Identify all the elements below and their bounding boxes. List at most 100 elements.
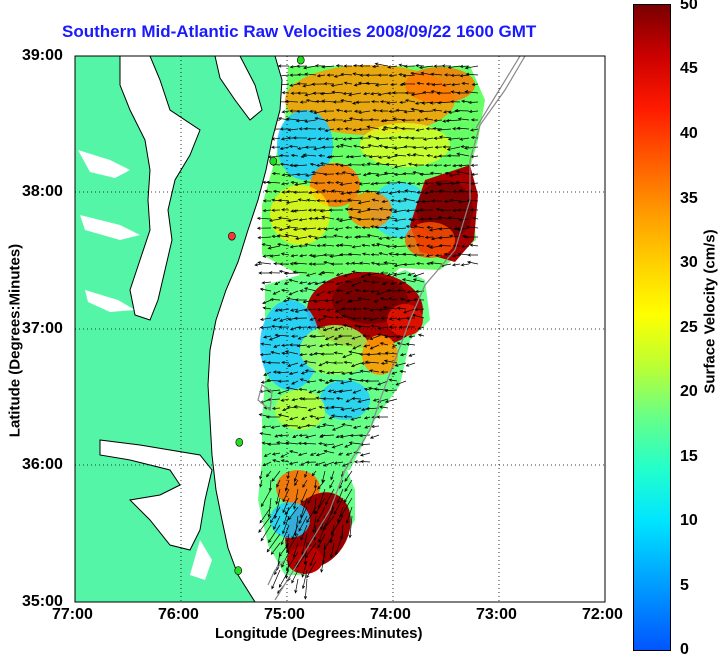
velocity-arrow: [384, 388, 398, 393]
velocity-arrow: [317, 127, 325, 131]
velocity-arrow: [321, 65, 335, 69]
velocity-arrow: [464, 146, 479, 150]
velocity-arrow: [292, 434, 299, 438]
velocity-arrow: [259, 479, 263, 488]
velocity-arrow: [339, 182, 353, 187]
velocity-arrow: [320, 551, 326, 573]
velocity-arrow: [298, 433, 308, 438]
velocity-arrow: [315, 416, 326, 420]
velocity-arrow: [296, 82, 308, 86]
velocity-arrow: [385, 162, 398, 167]
velocity-arrow: [298, 506, 308, 525]
velocity-arrow: [285, 441, 299, 445]
velocity-arrow: [262, 299, 272, 305]
velocity-arrow: [322, 235, 335, 239]
velocity-arrow: [362, 154, 371, 158]
velocity-arrow: [314, 236, 326, 240]
velocity-arrow: [288, 371, 299, 376]
velocity-arrow: [347, 137, 362, 141]
velocity-arrow: [360, 163, 371, 167]
velocity-arrow: [271, 406, 281, 411]
velocity-arrow: [450, 100, 461, 104]
velocity-arrow: [470, 181, 479, 186]
velocity-arrow: [456, 126, 470, 130]
velocity-arrow: [309, 452, 317, 456]
velocity-arrow: [314, 116, 326, 121]
velocity-arrow: [437, 101, 452, 105]
velocity-arrow: [394, 362, 407, 367]
velocity-arrow: [468, 100, 479, 105]
velocity-arrow: [448, 110, 461, 114]
velocity-arrow: [425, 254, 434, 258]
velocity-arrow: [368, 155, 380, 159]
velocity-arrow: [390, 82, 398, 87]
velocity-arrow: [345, 261, 353, 266]
velocity-arrow: [412, 278, 425, 283]
velocity-arrow: [271, 145, 281, 149]
velocity-arrow: [267, 497, 272, 518]
velocity-arrow: [271, 198, 281, 202]
velocity-arrow: [323, 227, 335, 231]
velocity-arrow: [329, 524, 335, 544]
velocity-arrow: [447, 137, 461, 141]
velocity-arrow: [335, 64, 344, 68]
colorbar-tick: 25: [680, 319, 698, 336]
velocity-arrow: [376, 352, 389, 356]
velocity-arrow: [304, 470, 308, 478]
velocity-arrow: [369, 335, 380, 340]
velocity-arrow: [341, 314, 353, 319]
velocity-arrow: [366, 171, 380, 176]
x-tick-label: 72:00: [582, 606, 623, 623]
velocity-arrow: [330, 262, 344, 266]
velocity-arrow: [386, 216, 398, 220]
velocity-arrow: [281, 110, 290, 114]
velocity-arrow: [333, 234, 344, 238]
velocity-arrow: [373, 387, 389, 391]
velocity-arrow: [406, 153, 416, 157]
velocity-arrow: [438, 135, 452, 139]
velocity-arrow: [318, 378, 326, 382]
velocity-arrow: [293, 316, 308, 320]
velocity-arrow: [281, 91, 290, 95]
velocity-arrow: [291, 380, 299, 385]
velocity-arrow: [425, 82, 433, 86]
velocity-arrow: [263, 371, 272, 376]
velocity-arrow: [317, 227, 326, 231]
velocity-vectors: [254, 62, 479, 600]
velocity-arrow: [326, 73, 335, 77]
velocity-arrow: [321, 280, 334, 284]
velocity-arrow: [381, 127, 389, 132]
velocity-arrow: [322, 314, 335, 319]
velocity-arrow: [271, 208, 281, 212]
velocity-arrow: [415, 63, 425, 68]
velocity-arrow: [280, 398, 290, 402]
velocity-arrow: [461, 99, 470, 103]
velocity-arrow: [406, 290, 416, 294]
velocity-arrow: [404, 99, 416, 103]
velocity-arrow: [275, 488, 281, 505]
velocity-arrow: [410, 136, 425, 140]
velocity-arrow: [370, 280, 380, 284]
velocity-arrow: [357, 217, 371, 222]
velocity-arrow: [336, 127, 344, 131]
velocity-arrow: [373, 299, 380, 303]
velocity-arrow: [331, 425, 344, 431]
velocity-arrow: [271, 470, 281, 482]
velocity-arrow: [335, 108, 344, 112]
velocity-arrow: [391, 371, 398, 375]
velocity-arrow: [398, 281, 407, 285]
velocity-arrow: [296, 91, 308, 95]
velocity-arrow: [358, 110, 371, 114]
velocity-arrow: [436, 182, 452, 186]
velocity-arrow: [377, 155, 389, 159]
velocity-arrow: [318, 154, 326, 158]
velocity-arrow: [404, 189, 416, 193]
velocity-arrow: [444, 171, 452, 175]
velocity-arrow: [412, 145, 425, 150]
velocity-arrow: [357, 209, 371, 214]
velocity-arrow: [469, 208, 479, 212]
velocity-arrow: [441, 64, 452, 68]
velocity-arrow: [302, 441, 317, 446]
velocity-arrow: [297, 452, 308, 457]
velocity-arrow: [325, 343, 335, 347]
